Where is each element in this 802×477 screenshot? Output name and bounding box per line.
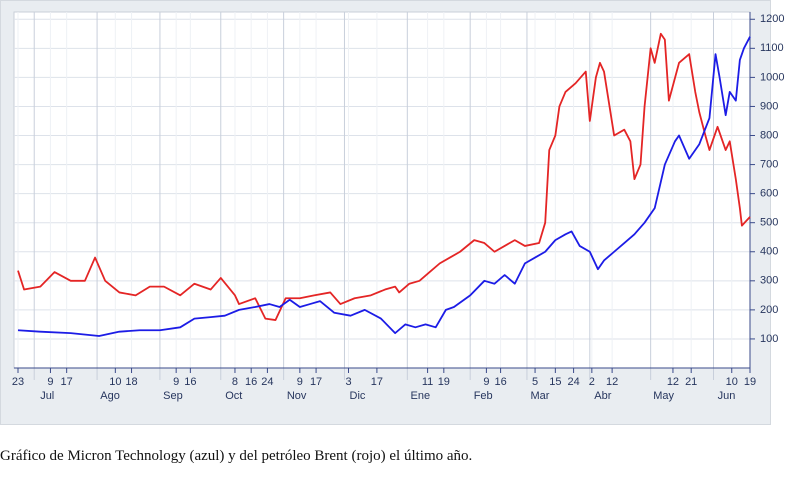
x-tick-label: 24: [567, 376, 579, 388]
x-tick-label: 9: [47, 376, 53, 388]
x-tick-label: 11: [422, 376, 433, 388]
x-tick-label: 15: [549, 376, 561, 388]
x-tick-label: 19: [438, 376, 450, 388]
y-tick-label: 400: [760, 246, 778, 258]
x-tick-label: 17: [61, 376, 73, 388]
x-tick-label: 10: [726, 376, 738, 388]
chart: 100 200 300 400 500 600 700 800 900 1000 1100 1200 2…: [0, 0, 784, 425]
month-label: Jul: [40, 390, 54, 402]
x-tick-label: 23: [12, 376, 24, 388]
x-tick-label: 18: [125, 376, 137, 388]
x-tick-label: 10: [109, 376, 121, 388]
x-tick-label: 17: [310, 376, 322, 388]
y-tick-label: 800: [760, 129, 778, 141]
y-tick-label: 700: [760, 158, 778, 170]
month-label: Jun: [718, 390, 736, 402]
y-tick-label: 1200: [760, 13, 784, 25]
y-tick-label: 1000: [760, 71, 784, 83]
y-tick-label: 300: [760, 275, 778, 287]
month-label: Dic: [350, 390, 366, 402]
month-label: Ene: [411, 390, 431, 402]
y-tick-label: 500: [760, 217, 778, 229]
month-label: Nov: [287, 390, 307, 402]
x-tick-label: 12: [606, 376, 618, 388]
month-label: Sep: [163, 390, 183, 402]
x-tick-label: 16: [494, 376, 506, 388]
x-tick-label: 12: [667, 376, 679, 388]
y-tick-label: 100: [760, 333, 778, 345]
x-tick-label: 8: [232, 376, 238, 388]
x-tick-label: 9: [173, 376, 179, 388]
x-tick-label: 9: [297, 376, 303, 388]
month-label: May: [653, 390, 674, 402]
x-tick-label: 17: [371, 376, 383, 388]
y-tick-label: 200: [760, 304, 778, 316]
line-series: [17, 32, 751, 321]
month-label: Mar: [530, 390, 549, 402]
month-label: Abr: [594, 390, 611, 402]
x-tick-label: 2: [589, 376, 595, 388]
x-tick-label: 24: [261, 376, 273, 388]
x-tick-label: 9: [483, 376, 489, 388]
y-tick-label: 900: [760, 100, 778, 112]
x-tick-label: 5: [532, 376, 538, 388]
x-tick-label: 19: [744, 376, 756, 388]
plot-area: [13, 11, 751, 369]
y-tick-label: 1100: [760, 42, 784, 54]
caption: Gráfico de Micron Technology (azul) y de…: [0, 448, 473, 464]
month-label: Oct: [225, 390, 242, 402]
x-tick-label: 21: [685, 376, 697, 388]
month-label: Feb: [474, 390, 493, 402]
line-series: [17, 36, 751, 337]
x-tick-label: 3: [345, 376, 351, 388]
x-tick-label: 16: [245, 376, 257, 388]
month-label: Ago: [100, 390, 120, 402]
y-tick-label: 600: [760, 188, 778, 200]
x-tick-label: 16: [184, 376, 196, 388]
